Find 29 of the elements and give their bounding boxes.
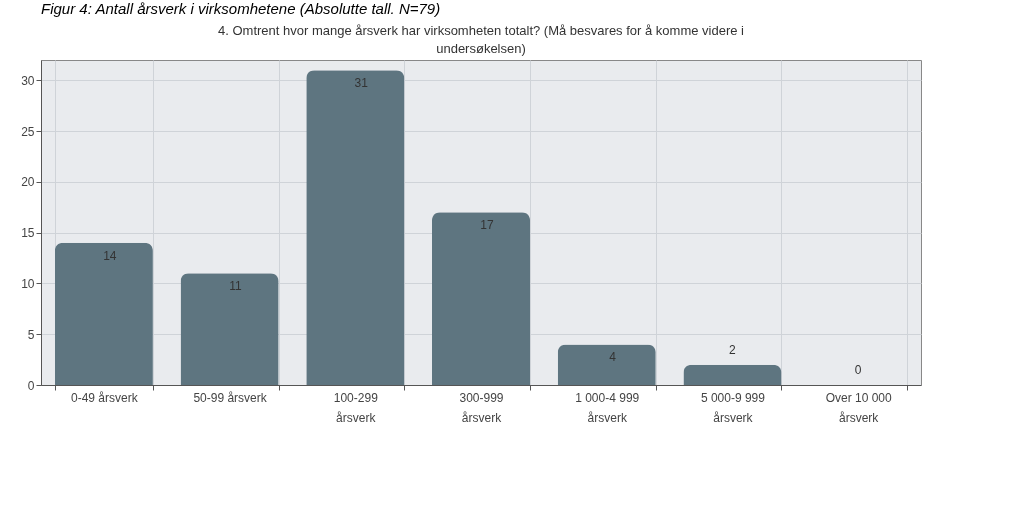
- data-label: 4: [609, 350, 617, 365]
- bar: [306, 70, 405, 385]
- bar: [431, 212, 531, 385]
- x-tick-label: 300-999 årsverk: [459, 390, 504, 425]
- data-label: 31: [354, 76, 369, 91]
- y-tick-label: 5: [27, 327, 35, 342]
- bar: [683, 364, 782, 385]
- x-tick-label: Over 10 000 årsverk: [825, 390, 892, 425]
- y-tick-label: 0: [27, 378, 35, 393]
- x-tick-label: 1 000-4 999 årsverk: [575, 390, 640, 425]
- y-tick-label: 30: [21, 73, 35, 88]
- data-label: 14: [103, 248, 117, 263]
- data-label: 0: [854, 363, 862, 377]
- chart-title: 4. Omtrent hvor mange årsverk har virksomheten totalt? (Må besvares for å komme videre i undersøkelsen): [218, 23, 745, 56]
- bar: [180, 273, 279, 385]
- data-label: 2: [729, 342, 737, 357]
- text: Figur 4: Antall årsverk i virksomhetene (Absolutte tall. N=79): [41, 0, 441, 17]
- y-tick-label: 20: [21, 175, 35, 190]
- y-tick-label: 15: [21, 226, 35, 241]
- data-label: 17: [480, 218, 494, 233]
- y-tick-label: 10: [21, 276, 35, 291]
- bar: [557, 344, 656, 385]
- data-label: 11: [229, 279, 243, 294]
- x-tick-label: 0-49 årsverk: [71, 390, 139, 405]
- y-tick-label: 25: [21, 124, 35, 139]
- x-tick-label: 50-99 årsverk: [193, 390, 268, 405]
- x-tick-label: 5 000-9 999 årsverk: [700, 390, 766, 425]
- bar: [54, 242, 153, 385]
- x-tick-label: 100-299 årsverk: [333, 390, 379, 425]
